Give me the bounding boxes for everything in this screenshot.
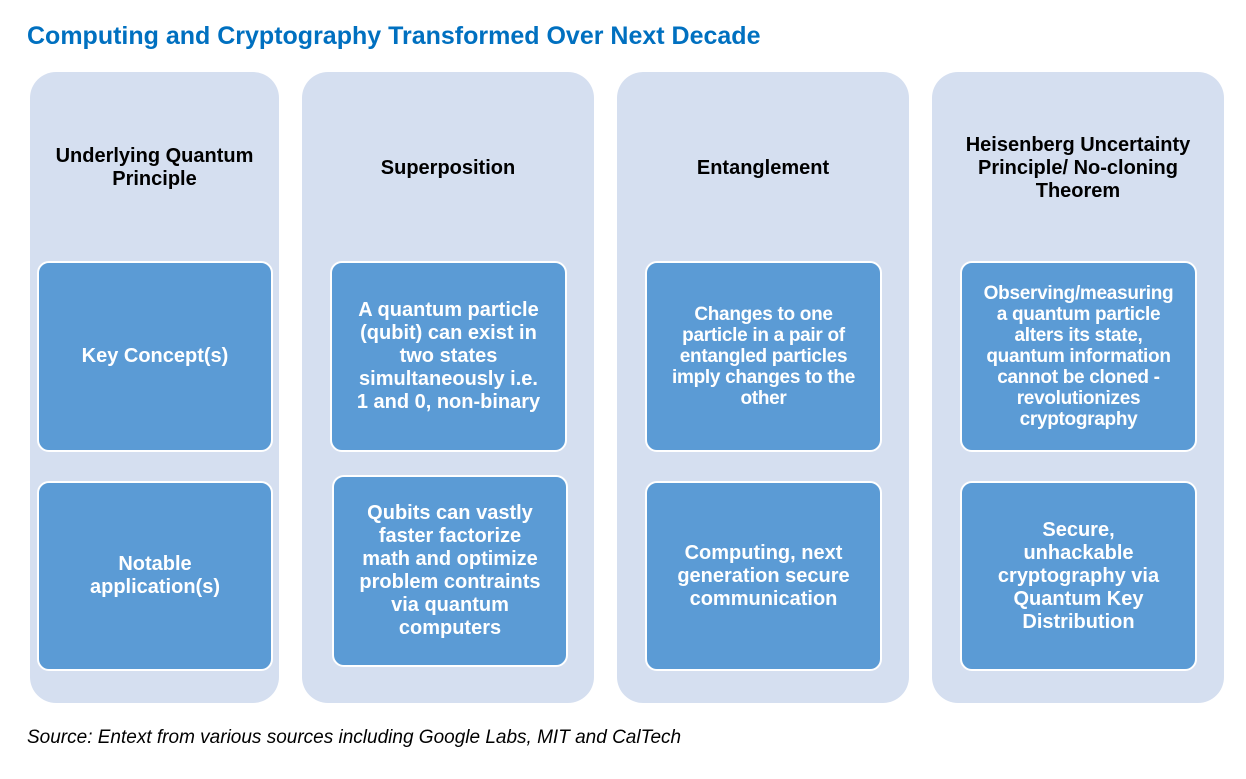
column-header-label: Heisenberg Uncertainty Principle/ No-clo… [965,133,1191,202]
column-header: Entanglement [617,128,909,208]
key-concept-text: Changes to one particle in a pair of ent… [672,304,855,409]
application-label: Notable application(s) [89,553,220,598]
application-box: Qubits can vastly faster factorize math … [332,475,568,667]
application-text: Qubits can vastly faster factorize math … [359,502,541,639]
key-concept-label: Key Concept(s) [81,345,229,367]
application-box: Secure, unhackable cryptography via Quan… [960,481,1197,671]
key-concept-box: Observing/measuring a quantum particle a… [960,261,1197,452]
key-concept-box: A quantum particle (qubit) can exist in … [330,261,567,452]
application-box: Computing, next generation secure commun… [645,481,882,671]
column-header: Superposition [302,128,594,208]
column-header-label: Entanglement [696,156,830,179]
page-title: Computing and Cryptography Transformed O… [27,22,761,50]
column-superposition: Superposition A quantum particle (qubit)… [302,72,594,703]
application-text: Computing, next generation secure commun… [677,541,850,610]
application-text: Secure, unhackable cryptography via Quan… [997,518,1160,633]
source-note: Source: Entext from various sources incl… [27,727,682,748]
key-concept-text: A quantum particle (qubit) can exist in … [356,299,541,413]
key-concept-text: Observing/measuring a quantum particle a… [983,283,1174,430]
column-entanglement: Entanglement Changes to one particle in … [617,72,909,703]
application-box: Notable application(s) [37,481,273,671]
column-header: Heisenberg Uncertainty Principle/ No-clo… [932,128,1224,208]
column-header-label: Underlying Quantum Principle [55,145,254,190]
key-concept-box: Key Concept(s) [37,261,273,452]
column-underlying-principle: Underlying Quantum Principle Key Concept… [30,72,279,703]
column-heisenberg: Heisenberg Uncertainty Principle/ No-clo… [932,72,1224,703]
column-header: Underlying Quantum Principle [30,128,279,208]
key-concept-box: Changes to one particle in a pair of ent… [645,261,882,452]
column-header-label: Superposition [380,156,516,179]
